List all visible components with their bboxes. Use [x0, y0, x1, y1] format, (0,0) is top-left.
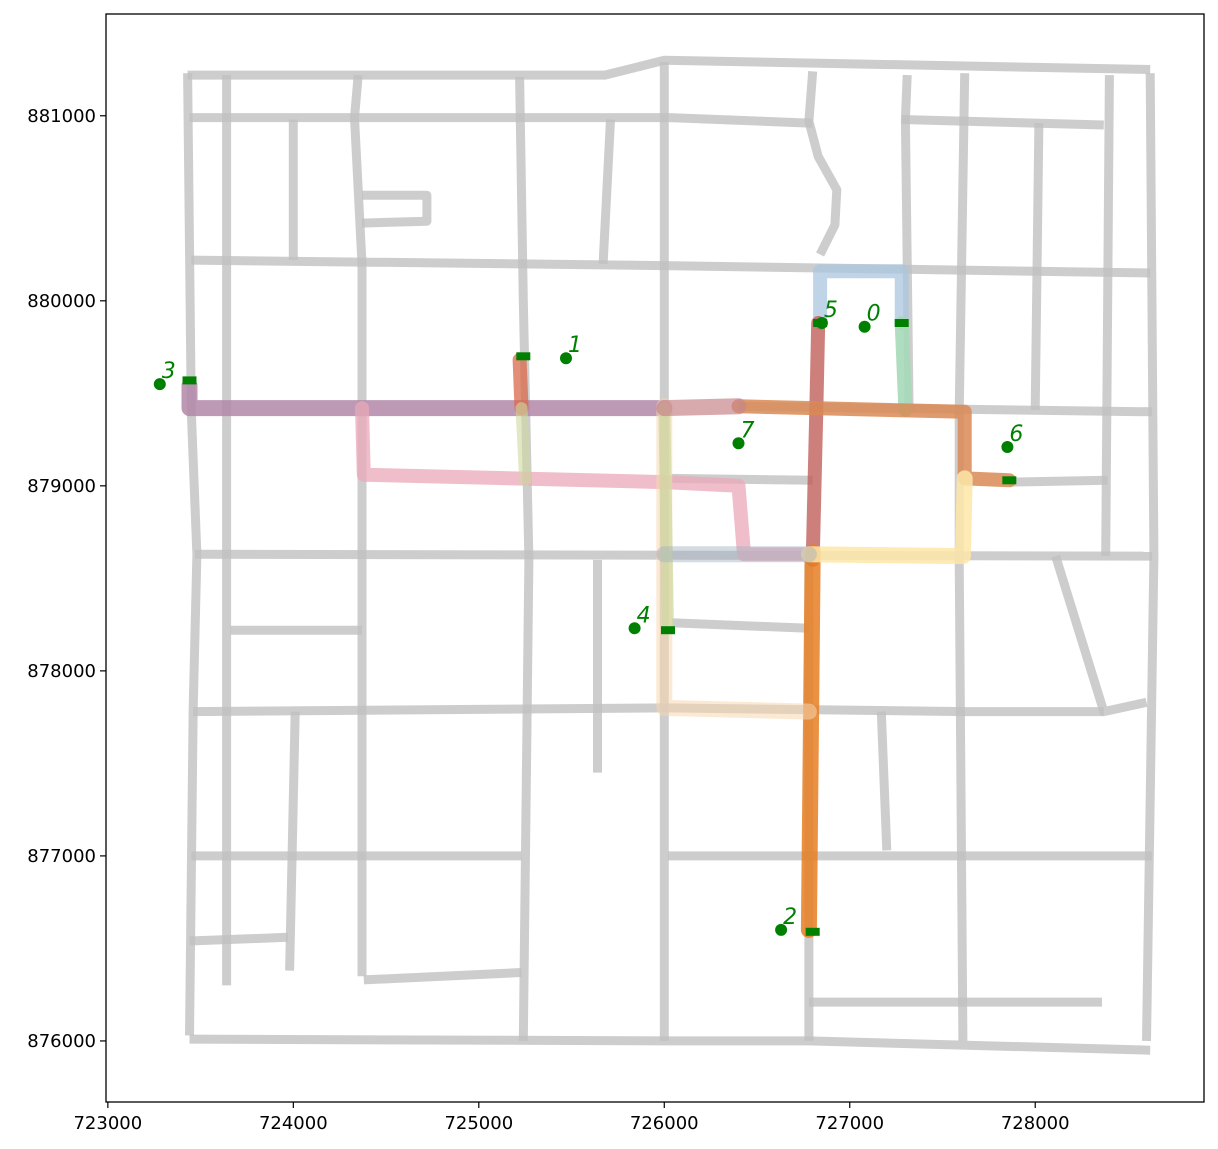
stop-marker: [182, 376, 197, 385]
street-segment: [876, 711, 892, 851]
plot-frame: [105, 13, 1205, 1103]
y-tick-label: 880000: [27, 291, 96, 312]
y-tick-label: 878000: [27, 661, 96, 682]
street-segment: [363, 968, 522, 985]
point-marker: [732, 437, 745, 450]
street-segment: [189, 1034, 1151, 1055]
stop-marker: [516, 352, 531, 361]
street-segment: [187, 55, 1151, 80]
street-segment: [350, 74, 367, 977]
point-label: 1: [568, 333, 582, 358]
route-path: [800, 544, 821, 938]
x-tick-label: 725000: [444, 1113, 513, 1134]
point-label: 3: [162, 359, 176, 384]
x-tick-label: 724000: [259, 1113, 328, 1134]
point-label: 7: [741, 418, 755, 443]
stop-marker: [661, 626, 675, 635]
x-tick-label: 728000: [1001, 1113, 1070, 1134]
point-marker: [560, 352, 572, 365]
street-segment: [671, 618, 810, 633]
y-tick-label: 881000: [27, 106, 96, 127]
y-tick-label: 876000: [27, 1031, 96, 1052]
route-path: [731, 399, 1017, 488]
street-segment: [1142, 73, 1159, 1041]
route-path: [813, 264, 909, 330]
point-marker: [1001, 441, 1014, 453]
street-segment: [804, 71, 842, 257]
route-path: [658, 402, 674, 635]
point-marker: [815, 317, 828, 329]
point-label: 0: [867, 302, 881, 327]
point-label: 4: [637, 603, 651, 628]
street-segment: [285, 711, 300, 971]
street-segment: [361, 190, 432, 228]
x-tick-label: 727000: [815, 1113, 884, 1134]
y-tick-label: 877000: [27, 846, 96, 867]
point-marker: [775, 923, 788, 936]
street-segment: [194, 549, 1153, 561]
route-path: [512, 353, 529, 416]
street-segment: [1030, 123, 1044, 411]
routes: [181, 264, 1017, 938]
street-segment: [189, 932, 288, 946]
route-path: [805, 316, 826, 567]
point-marker: [628, 622, 641, 635]
point-marker: [858, 320, 871, 333]
street-segment: [189, 113, 813, 128]
stop-marker: [894, 319, 909, 327]
stop-marker: [1002, 476, 1017, 485]
route-path: [656, 398, 747, 417]
point-marker: [153, 378, 166, 391]
point-label: 5: [824, 298, 838, 323]
route-path: [515, 402, 532, 487]
y-axis: 876000 877000 878000 879000 880000 881000: [27, 106, 106, 1052]
point-label: 2: [783, 905, 797, 930]
street-segment: [193, 703, 1104, 717]
street-segment: [901, 115, 1104, 130]
y-tick-label: 879000: [27, 476, 96, 497]
x-tick-label: 726000: [630, 1113, 699, 1134]
point-label: 6: [1009, 422, 1023, 447]
street-segment: [598, 119, 615, 265]
route-path: [181, 377, 673, 417]
route-path: [894, 316, 913, 417]
route-path: [800, 470, 973, 565]
street-segment: [1009, 475, 1108, 487]
x-tick-label: 723000: [73, 1113, 142, 1134]
stop-marker: [805, 927, 820, 936]
x-axis: 723000 724000 725000 726000 727000 728000: [73, 1102, 1070, 1134]
numbered-points: 0 1 2 3 4 5 6 7: [153, 298, 1023, 936]
route-path: [355, 401, 816, 562]
